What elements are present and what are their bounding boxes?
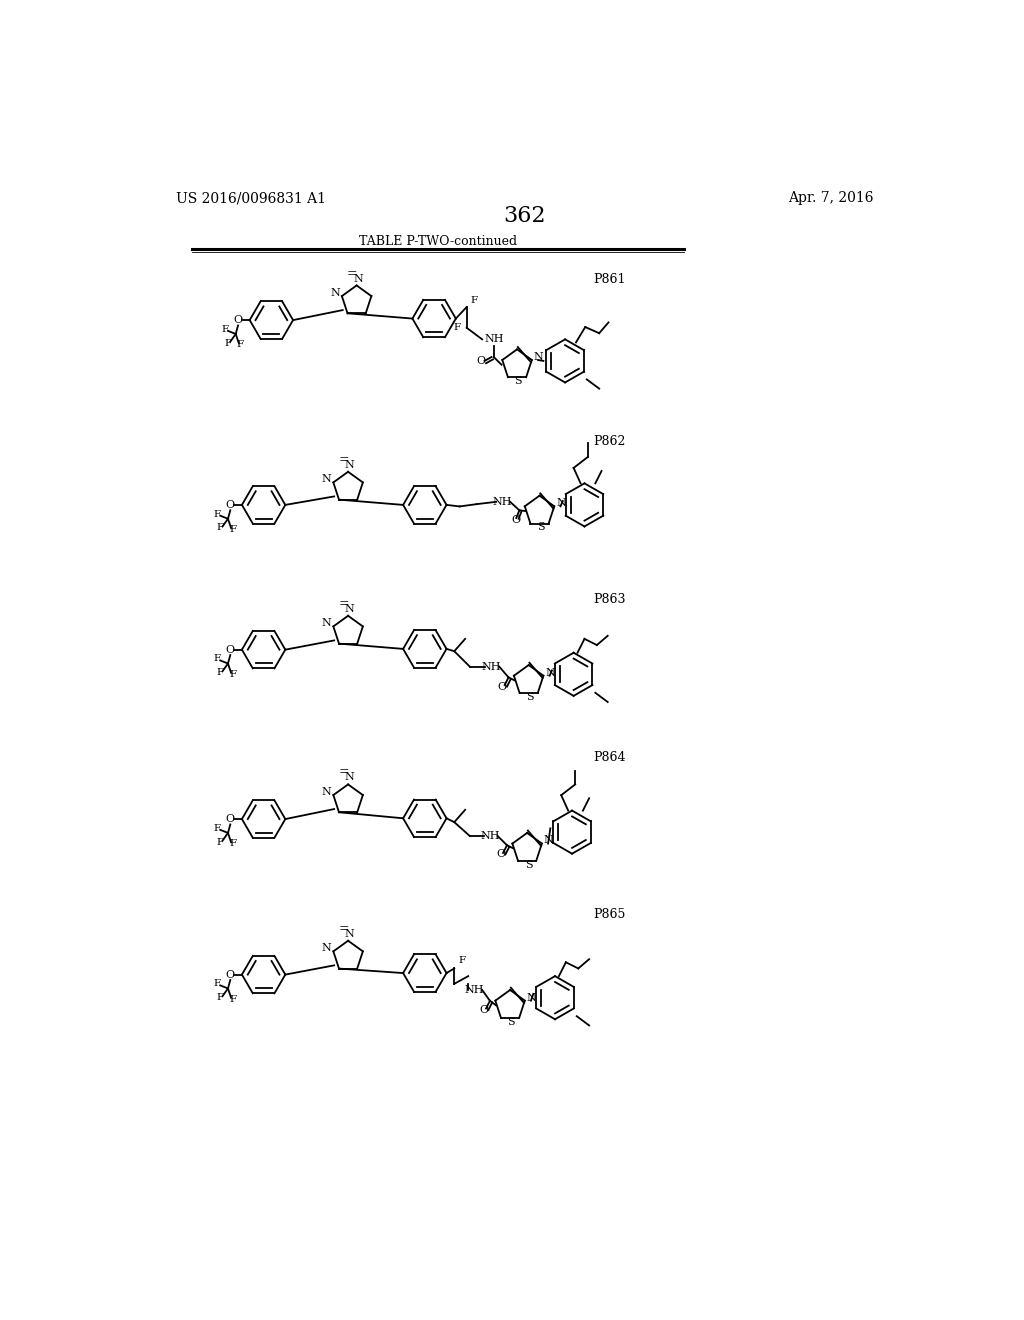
Text: S: S [526, 692, 534, 702]
Text: F: F [214, 655, 221, 664]
Text: S: S [508, 1016, 515, 1027]
Text: F: F [453, 323, 460, 333]
Text: O: O [225, 814, 234, 824]
Text: O: O [479, 1005, 488, 1015]
Text: F: F [471, 296, 478, 305]
Text: N: N [322, 787, 331, 797]
Text: NH: NH [481, 661, 501, 672]
Text: S: S [524, 859, 532, 870]
Text: F: F [217, 838, 224, 846]
Text: N: N [345, 459, 354, 470]
Text: O: O [511, 515, 520, 524]
Text: F: F [214, 824, 221, 833]
Text: =: = [338, 766, 349, 779]
Text: P864: P864 [593, 751, 626, 763]
Text: US 2016/0096831 A1: US 2016/0096831 A1 [176, 191, 326, 206]
Text: NH: NH [480, 832, 500, 841]
Text: =: = [347, 267, 357, 280]
Text: N: N [330, 288, 340, 298]
Text: =: = [338, 921, 349, 935]
Text: N: N [527, 993, 537, 1003]
Text: O: O [225, 500, 234, 510]
Text: N: N [345, 772, 354, 783]
Text: NH: NH [465, 985, 484, 995]
Text: P863: P863 [593, 593, 626, 606]
Text: N: N [322, 944, 331, 953]
Text: N: N [322, 618, 331, 628]
Text: TABLE P-TWO-continued: TABLE P-TWO-continued [359, 235, 517, 248]
Text: N: N [322, 474, 331, 484]
Text: F: F [217, 668, 224, 677]
Text: F: F [229, 669, 237, 678]
Text: N: N [345, 603, 354, 614]
Text: N: N [546, 668, 555, 677]
Text: F: F [214, 979, 221, 989]
Text: F: F [214, 510, 221, 519]
Text: S: S [515, 376, 522, 385]
Text: N: N [544, 836, 554, 846]
Text: O: O [225, 970, 234, 979]
Text: F: F [217, 524, 224, 532]
Text: S: S [537, 523, 545, 532]
Text: N: N [353, 273, 364, 284]
Text: N: N [534, 352, 544, 362]
Text: NH: NH [493, 496, 512, 507]
Text: =: = [338, 597, 349, 610]
Text: F: F [229, 840, 237, 849]
Text: 362: 362 [504, 205, 546, 227]
Text: P865: P865 [593, 908, 626, 921]
Text: NH: NH [484, 334, 504, 345]
Text: O: O [477, 356, 486, 366]
Text: =: = [338, 453, 349, 466]
Text: O: O [498, 681, 507, 692]
Text: O: O [497, 850, 505, 859]
Text: F: F [229, 525, 237, 535]
Text: F: F [224, 339, 231, 347]
Text: F: F [459, 956, 466, 965]
Text: F: F [237, 341, 244, 350]
Text: N: N [556, 498, 566, 508]
Text: P861: P861 [593, 273, 626, 286]
Text: N: N [345, 929, 354, 939]
Text: F: F [229, 995, 237, 1003]
Text: P862: P862 [593, 434, 626, 447]
Text: F: F [217, 993, 224, 1002]
Text: O: O [233, 315, 243, 325]
Text: O: O [225, 644, 234, 655]
Text: Apr. 7, 2016: Apr. 7, 2016 [788, 191, 873, 206]
Text: F: F [221, 325, 228, 334]
